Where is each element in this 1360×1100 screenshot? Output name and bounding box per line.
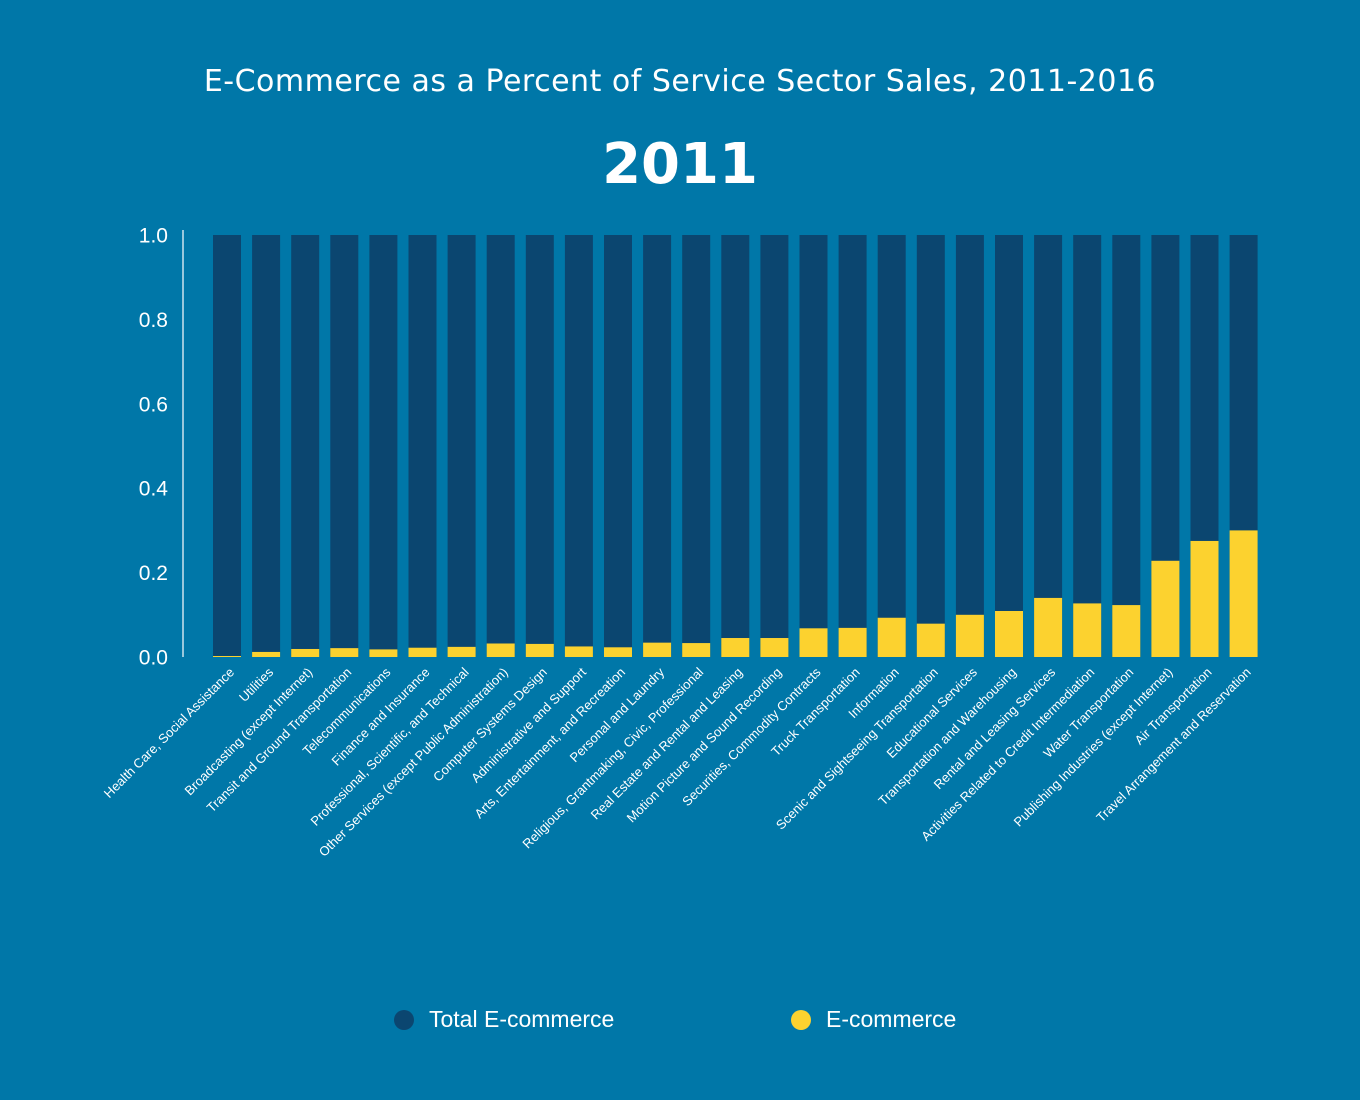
bar-ecommerce bbox=[721, 638, 750, 657]
bar-total-ecommerce bbox=[330, 235, 359, 657]
bar-ecommerce bbox=[1112, 605, 1141, 657]
bar-ecommerce bbox=[213, 656, 241, 657]
legend-dot-total-ecommerce bbox=[394, 1009, 414, 1030]
bar-total-ecommerce bbox=[408, 235, 437, 657]
bar-total-ecommerce bbox=[447, 235, 476, 657]
bar-chart: 0.0 0.2 0.4 0.6 0.8 1.0 Health Care, Social A… bbox=[101, 225, 1258, 860]
bar-total-ecommerce bbox=[486, 235, 515, 657]
bar-total-ecommerce bbox=[525, 235, 554, 657]
chart-title: E-Commerce as a Percent of Service Secto… bbox=[203, 64, 1157, 99]
bar-ecommerce bbox=[408, 647, 437, 657]
bar-total-ecommerce bbox=[721, 235, 750, 657]
legend-dot-ecommerce bbox=[791, 1009, 811, 1030]
bar-ecommerce bbox=[525, 643, 554, 657]
bar-total-ecommerce bbox=[252, 235, 281, 657]
bar-total-ecommerce bbox=[916, 235, 945, 657]
bar-ecommerce bbox=[604, 647, 632, 657]
bar-ecommerce bbox=[369, 649, 398, 657]
bar-total-ecommerce bbox=[604, 235, 632, 657]
bar-ecommerce bbox=[291, 648, 320, 657]
bar-ecommerce bbox=[1151, 560, 1180, 657]
legend-label-total-ecommerce: Total E-commerce bbox=[429, 1006, 615, 1032]
bar-total-ecommerce bbox=[682, 235, 711, 657]
x-axis-labels: Health Care, Social AssistanceUtilitiesB… bbox=[101, 664, 1254, 859]
bar-ecommerce bbox=[486, 643, 515, 657]
bar-ecommerce bbox=[682, 643, 711, 657]
bar-total-ecommerce bbox=[291, 235, 320, 657]
y-tick-label: 0.4 bbox=[139, 478, 169, 501]
bar-total-ecommerce bbox=[838, 235, 867, 657]
bar-total-ecommerce bbox=[995, 235, 1023, 657]
bar-total-ecommerce bbox=[564, 235, 593, 657]
y-axis: 0.0 0.2 0.4 0.6 0.8 1.0 bbox=[139, 225, 184, 670]
legend: Total E-commerce E-commerce bbox=[0, 1006, 1360, 1038]
y-tick-label: 0.6 bbox=[139, 393, 168, 416]
y-tick-label: 0.2 bbox=[139, 562, 168, 585]
y-tick-label: 0.0 bbox=[139, 647, 168, 670]
y-tick-label: 0.8 bbox=[139, 309, 168, 332]
legend-item-ecommerce: E-commerce bbox=[791, 1006, 956, 1033]
bar-ecommerce bbox=[330, 648, 359, 657]
bar-total-ecommerce bbox=[799, 235, 828, 657]
bar-total-ecommerce bbox=[643, 235, 672, 657]
bar-total-ecommerce bbox=[955, 235, 984, 657]
x-tick-label: Religious, Grantmaking, Civic, Professio… bbox=[519, 664, 706, 851]
bar-ecommerce bbox=[1229, 530, 1258, 657]
bar-total-ecommerce bbox=[1034, 235, 1063, 657]
bar-ecommerce bbox=[799, 628, 828, 657]
bar-ecommerce bbox=[877, 617, 906, 657]
chart-subtitle: 2011 bbox=[602, 132, 758, 197]
bar-total-ecommerce bbox=[213, 235, 241, 657]
bar-total-ecommerce bbox=[1112, 235, 1141, 657]
bar-total-ecommerce bbox=[760, 235, 789, 657]
bar-ecommerce bbox=[447, 646, 476, 657]
bar-ecommerce bbox=[995, 611, 1023, 657]
y-tick-label: 1.0 bbox=[139, 225, 168, 248]
bar-ecommerce bbox=[564, 646, 593, 657]
bar-total-ecommerce bbox=[877, 235, 906, 657]
bar-ecommerce bbox=[1073, 603, 1102, 657]
legend-item-total-ecommerce: Total E-commerce bbox=[394, 1006, 614, 1033]
bar-total-ecommerce bbox=[369, 235, 398, 657]
x-tick-label: Health Care, Social Assistance bbox=[101, 665, 237, 801]
bar-ecommerce bbox=[1034, 597, 1063, 657]
bar-ecommerce bbox=[252, 651, 281, 657]
legend-label-ecommerce: E-commerce bbox=[826, 1006, 957, 1032]
bar-ecommerce bbox=[760, 638, 789, 657]
bars bbox=[213, 235, 1258, 657]
bar-ecommerce bbox=[916, 623, 945, 657]
bar-ecommerce bbox=[955, 614, 984, 657]
bar-ecommerce bbox=[1190, 540, 1219, 657]
bar-ecommerce bbox=[643, 642, 672, 657]
bar-ecommerce bbox=[838, 627, 867, 657]
bar-total-ecommerce bbox=[1073, 235, 1102, 657]
